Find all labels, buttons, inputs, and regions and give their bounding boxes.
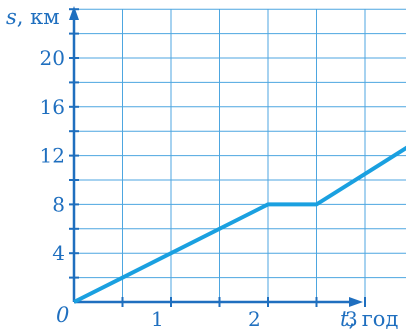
axes <box>69 6 363 307</box>
y-tick-label: 12 <box>40 144 65 168</box>
labels: 0 s, км t, год 1234548121620 <box>6 5 398 331</box>
y-tick-label: 4 <box>52 241 65 265</box>
y-tick-label: 8 <box>52 192 65 216</box>
y-tick-label: 20 <box>40 46 65 70</box>
x-axis-label: t, год <box>340 307 398 331</box>
x-tick-label: 1 <box>151 307 164 331</box>
y-axis-unit: , км <box>17 5 60 29</box>
x-axis-variable: t <box>340 307 349 331</box>
y-axis-label: s, км <box>6 5 60 29</box>
y-axis-arrow <box>69 6 79 20</box>
series-group <box>73 145 406 304</box>
tick-marks <box>69 8 366 307</box>
x-tick-label: 3 <box>345 307 358 331</box>
y-tick-label: 16 <box>40 95 65 119</box>
x-axis-unit: , год <box>348 307 398 331</box>
y-axis-variable: s <box>6 5 17 29</box>
origin-label: 0 <box>56 303 69 327</box>
series-line <box>73 145 406 304</box>
x-tick-label: 2 <box>248 307 261 331</box>
grid <box>74 8 406 302</box>
x-axis-arrow <box>349 297 363 307</box>
